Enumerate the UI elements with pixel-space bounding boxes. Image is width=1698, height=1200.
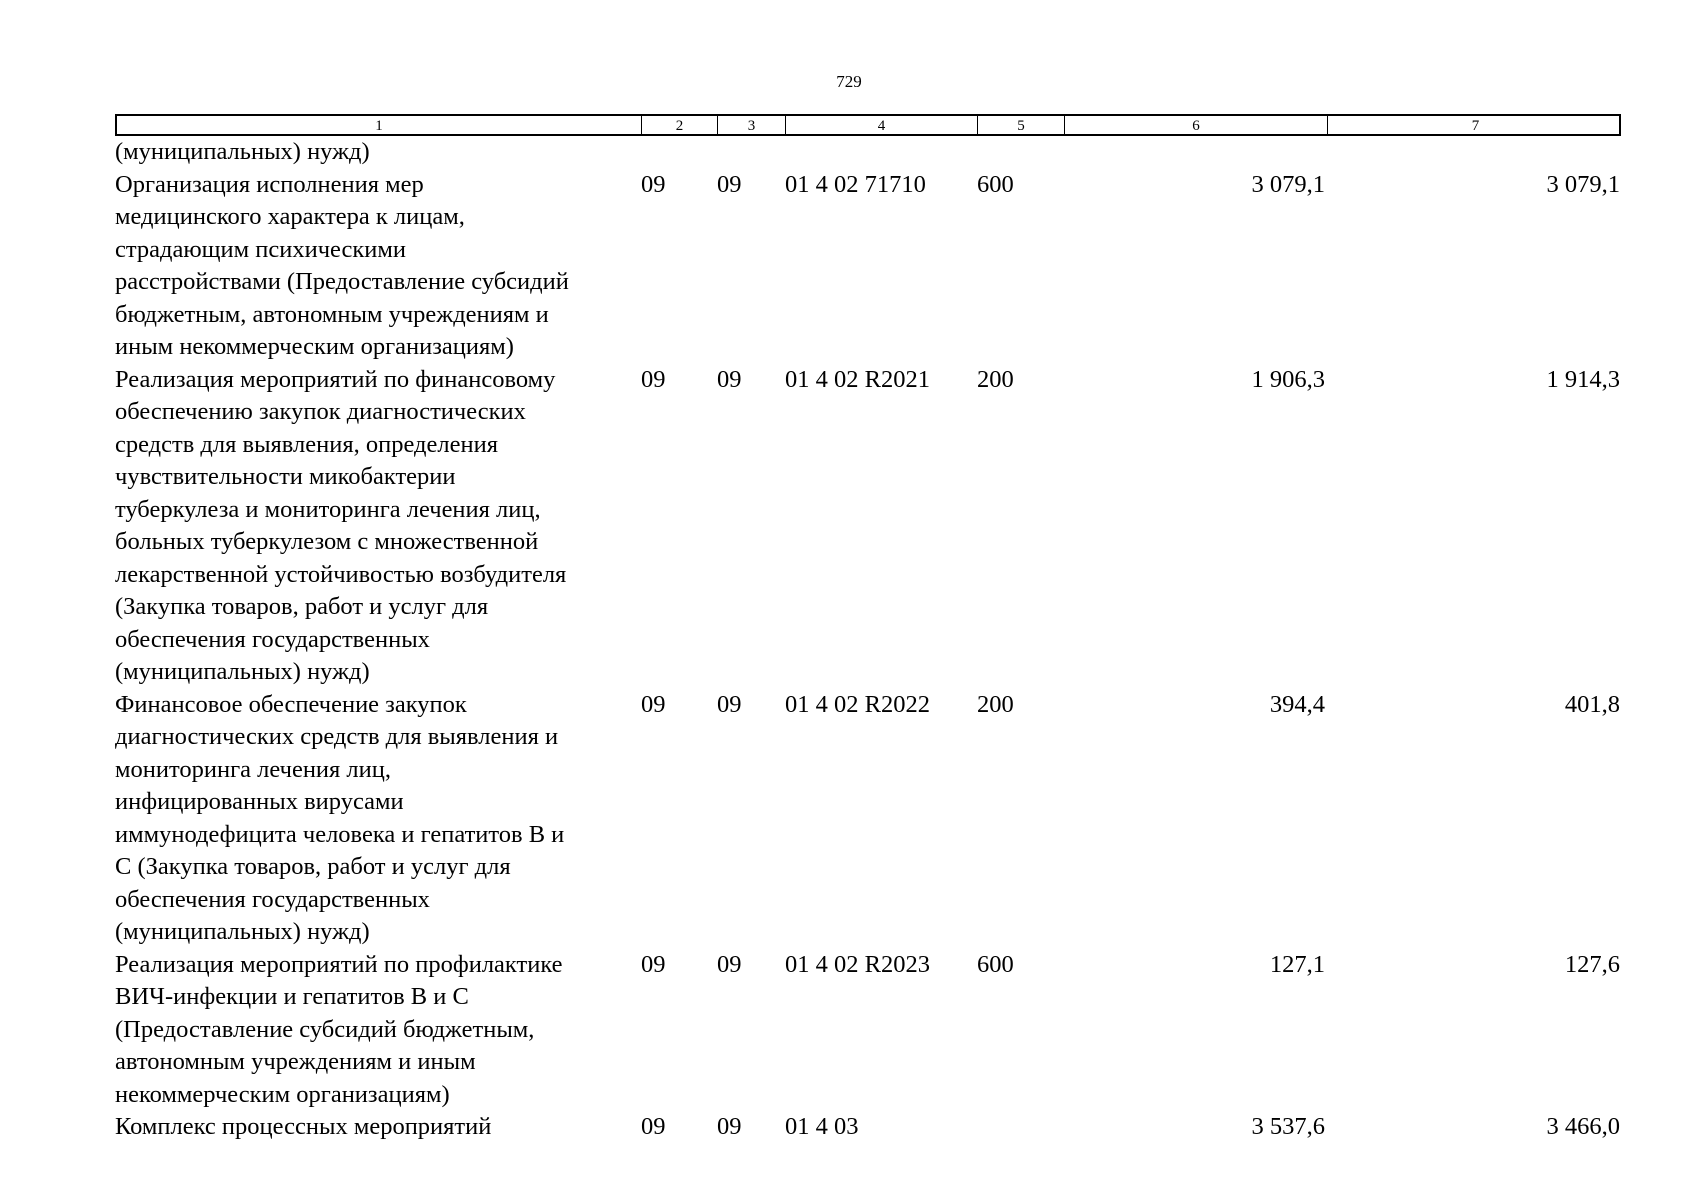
row-section: 09 bbox=[641, 170, 666, 198]
row-expense-type: 200 bbox=[977, 365, 1014, 393]
row-amount-col6: 394,4 bbox=[1269, 690, 1325, 718]
row-subsection bbox=[716, 136, 784, 169]
table-row: (муниципальных) нужд) bbox=[115, 136, 1621, 169]
page-number: 729 bbox=[836, 72, 862, 91]
header-col-7: 7 bbox=[1471, 118, 1480, 134]
row-expense-type bbox=[976, 136, 1063, 169]
header-col-4: 4 bbox=[786, 116, 978, 136]
header-col-6: 6 bbox=[1065, 116, 1328, 136]
table-header-row: 1 2 3 4 5 6 7 bbox=[115, 114, 1621, 136]
table-row: Комплекс процессных мероприятий 09 09 01… bbox=[115, 1111, 1621, 1144]
row-amount-col7: 127,6 bbox=[1564, 950, 1620, 978]
header-col-3: 3 bbox=[718, 116, 786, 136]
row-expense-type: 600 bbox=[977, 950, 1014, 978]
row-expense-type: 200 bbox=[977, 690, 1014, 718]
row-amount-col7: 401,8 bbox=[1564, 690, 1620, 718]
row-expense-type: 600 bbox=[977, 170, 1014, 198]
row-description: Комплекс процессных мероприятий bbox=[115, 1113, 492, 1140]
header-col-2: 2 bbox=[642, 116, 718, 136]
row-section bbox=[640, 136, 716, 169]
row-target-article: 01 4 02 R2022 bbox=[785, 690, 930, 718]
row-target-article: 01 4 02 R2023 bbox=[785, 950, 930, 978]
row-description: (муниципальных) нужд) bbox=[115, 138, 370, 165]
row-target-article bbox=[784, 136, 976, 169]
row-amount-col7: 3 466,0 bbox=[1546, 1113, 1621, 1140]
row-subsection: 09 bbox=[717, 1113, 742, 1140]
row-target-article: 01 4 02 R2021 bbox=[785, 365, 930, 393]
row-target-article: 01 4 02 71710 bbox=[785, 170, 926, 198]
row-description: Организация исполнения мер медицинского … bbox=[115, 170, 569, 361]
row-amount-col7: 1 914,3 bbox=[1546, 365, 1621, 393]
row-subsection: 09 bbox=[717, 365, 742, 393]
header-col-1: 1 bbox=[117, 116, 642, 136]
row-subsection: 09 bbox=[717, 950, 742, 978]
row-description: Реализация мероприятий по профилактике В… bbox=[115, 950, 563, 1108]
header-col-5: 5 bbox=[978, 116, 1065, 136]
row-amount-col7: 3 079,1 bbox=[1546, 170, 1621, 198]
table-row: Организация исполнения мер медицинского … bbox=[115, 169, 1621, 364]
row-section: 09 bbox=[641, 1113, 666, 1140]
row-subsection: 09 bbox=[717, 690, 742, 718]
row-subsection: 09 bbox=[717, 170, 742, 198]
row-section: 09 bbox=[641, 690, 666, 718]
table-row: Реализация мероприятий по финансовому об… bbox=[115, 364, 1621, 689]
budget-table: 1 2 3 4 5 6 7 (муниципальных) нужд) Орга… bbox=[115, 114, 1621, 1144]
row-amount-col6: 1 906,3 bbox=[1251, 365, 1326, 393]
table-row: Финансовое обеспечение закупок диагности… bbox=[115, 689, 1621, 949]
row-expense-type bbox=[976, 1111, 1063, 1144]
row-description: Реализация мероприятий по финансовому об… bbox=[115, 365, 567, 686]
table-row: Реализация мероприятий по профилактике В… bbox=[115, 949, 1621, 1112]
row-target-article: 01 4 03 bbox=[785, 1113, 859, 1140]
row-amount-col6: 3 537,6 bbox=[1251, 1113, 1326, 1140]
row-amount-col7 bbox=[1326, 136, 1621, 169]
row-amount-col6: 127,1 bbox=[1269, 950, 1325, 978]
row-section: 09 bbox=[641, 365, 666, 393]
row-description: Финансовое обеспечение закупок диагности… bbox=[115, 690, 565, 946]
row-amount-col6 bbox=[1063, 136, 1326, 169]
row-amount-col6: 3 079,1 bbox=[1251, 170, 1326, 198]
row-section: 09 bbox=[641, 950, 666, 978]
